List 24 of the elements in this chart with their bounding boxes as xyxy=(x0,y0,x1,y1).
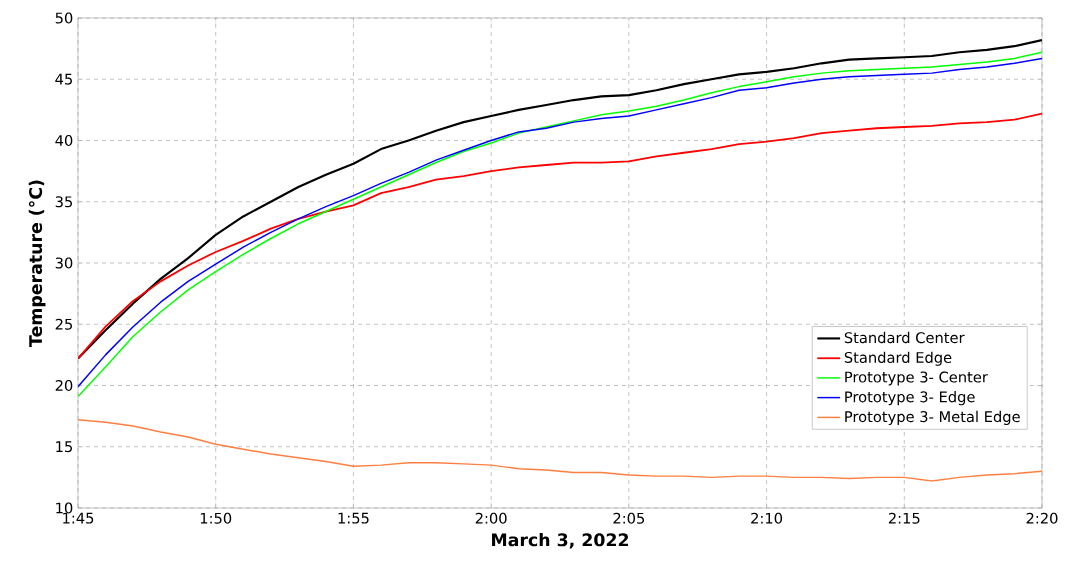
x-axis-title: March 3, 2022 xyxy=(492,532,629,549)
x-tick-label: 2:20 xyxy=(1026,512,1058,524)
x-tick-label: 2:05 xyxy=(613,512,645,524)
y-tick-label: 25 xyxy=(55,318,73,330)
legend-label: Standard Center xyxy=(844,331,965,344)
x-tick-label: 2:10 xyxy=(751,512,783,524)
y-tick-label: 40 xyxy=(55,134,73,147)
y-axis-title: Temperature (°C) xyxy=(28,180,46,347)
y-tick-label: 45 xyxy=(55,73,73,85)
y-tick-label: 15 xyxy=(56,441,73,453)
x-tick-label: 2:00 xyxy=(475,512,507,524)
x-tick-label: 2:15 xyxy=(888,512,920,524)
legend-label: Prototype 3- Center xyxy=(845,371,988,386)
x-tick-label: 1:45 xyxy=(63,512,94,524)
legend-label: Standard Edge xyxy=(844,351,952,366)
legend-label: Prototype 3- Edge xyxy=(845,391,975,406)
x-tick-label: 1:50 xyxy=(200,512,232,524)
y-tick-label: 20 xyxy=(55,379,73,392)
legend-label: Prototype 3- Metal Edge xyxy=(845,410,1020,426)
y-tick-label: 50 xyxy=(55,12,73,24)
x-tick-label: 1:55 xyxy=(338,512,369,524)
y-tick-label: 35 xyxy=(55,196,73,208)
y-tick-label: 30 xyxy=(55,257,73,269)
y-tick-label: 10 xyxy=(56,502,73,514)
